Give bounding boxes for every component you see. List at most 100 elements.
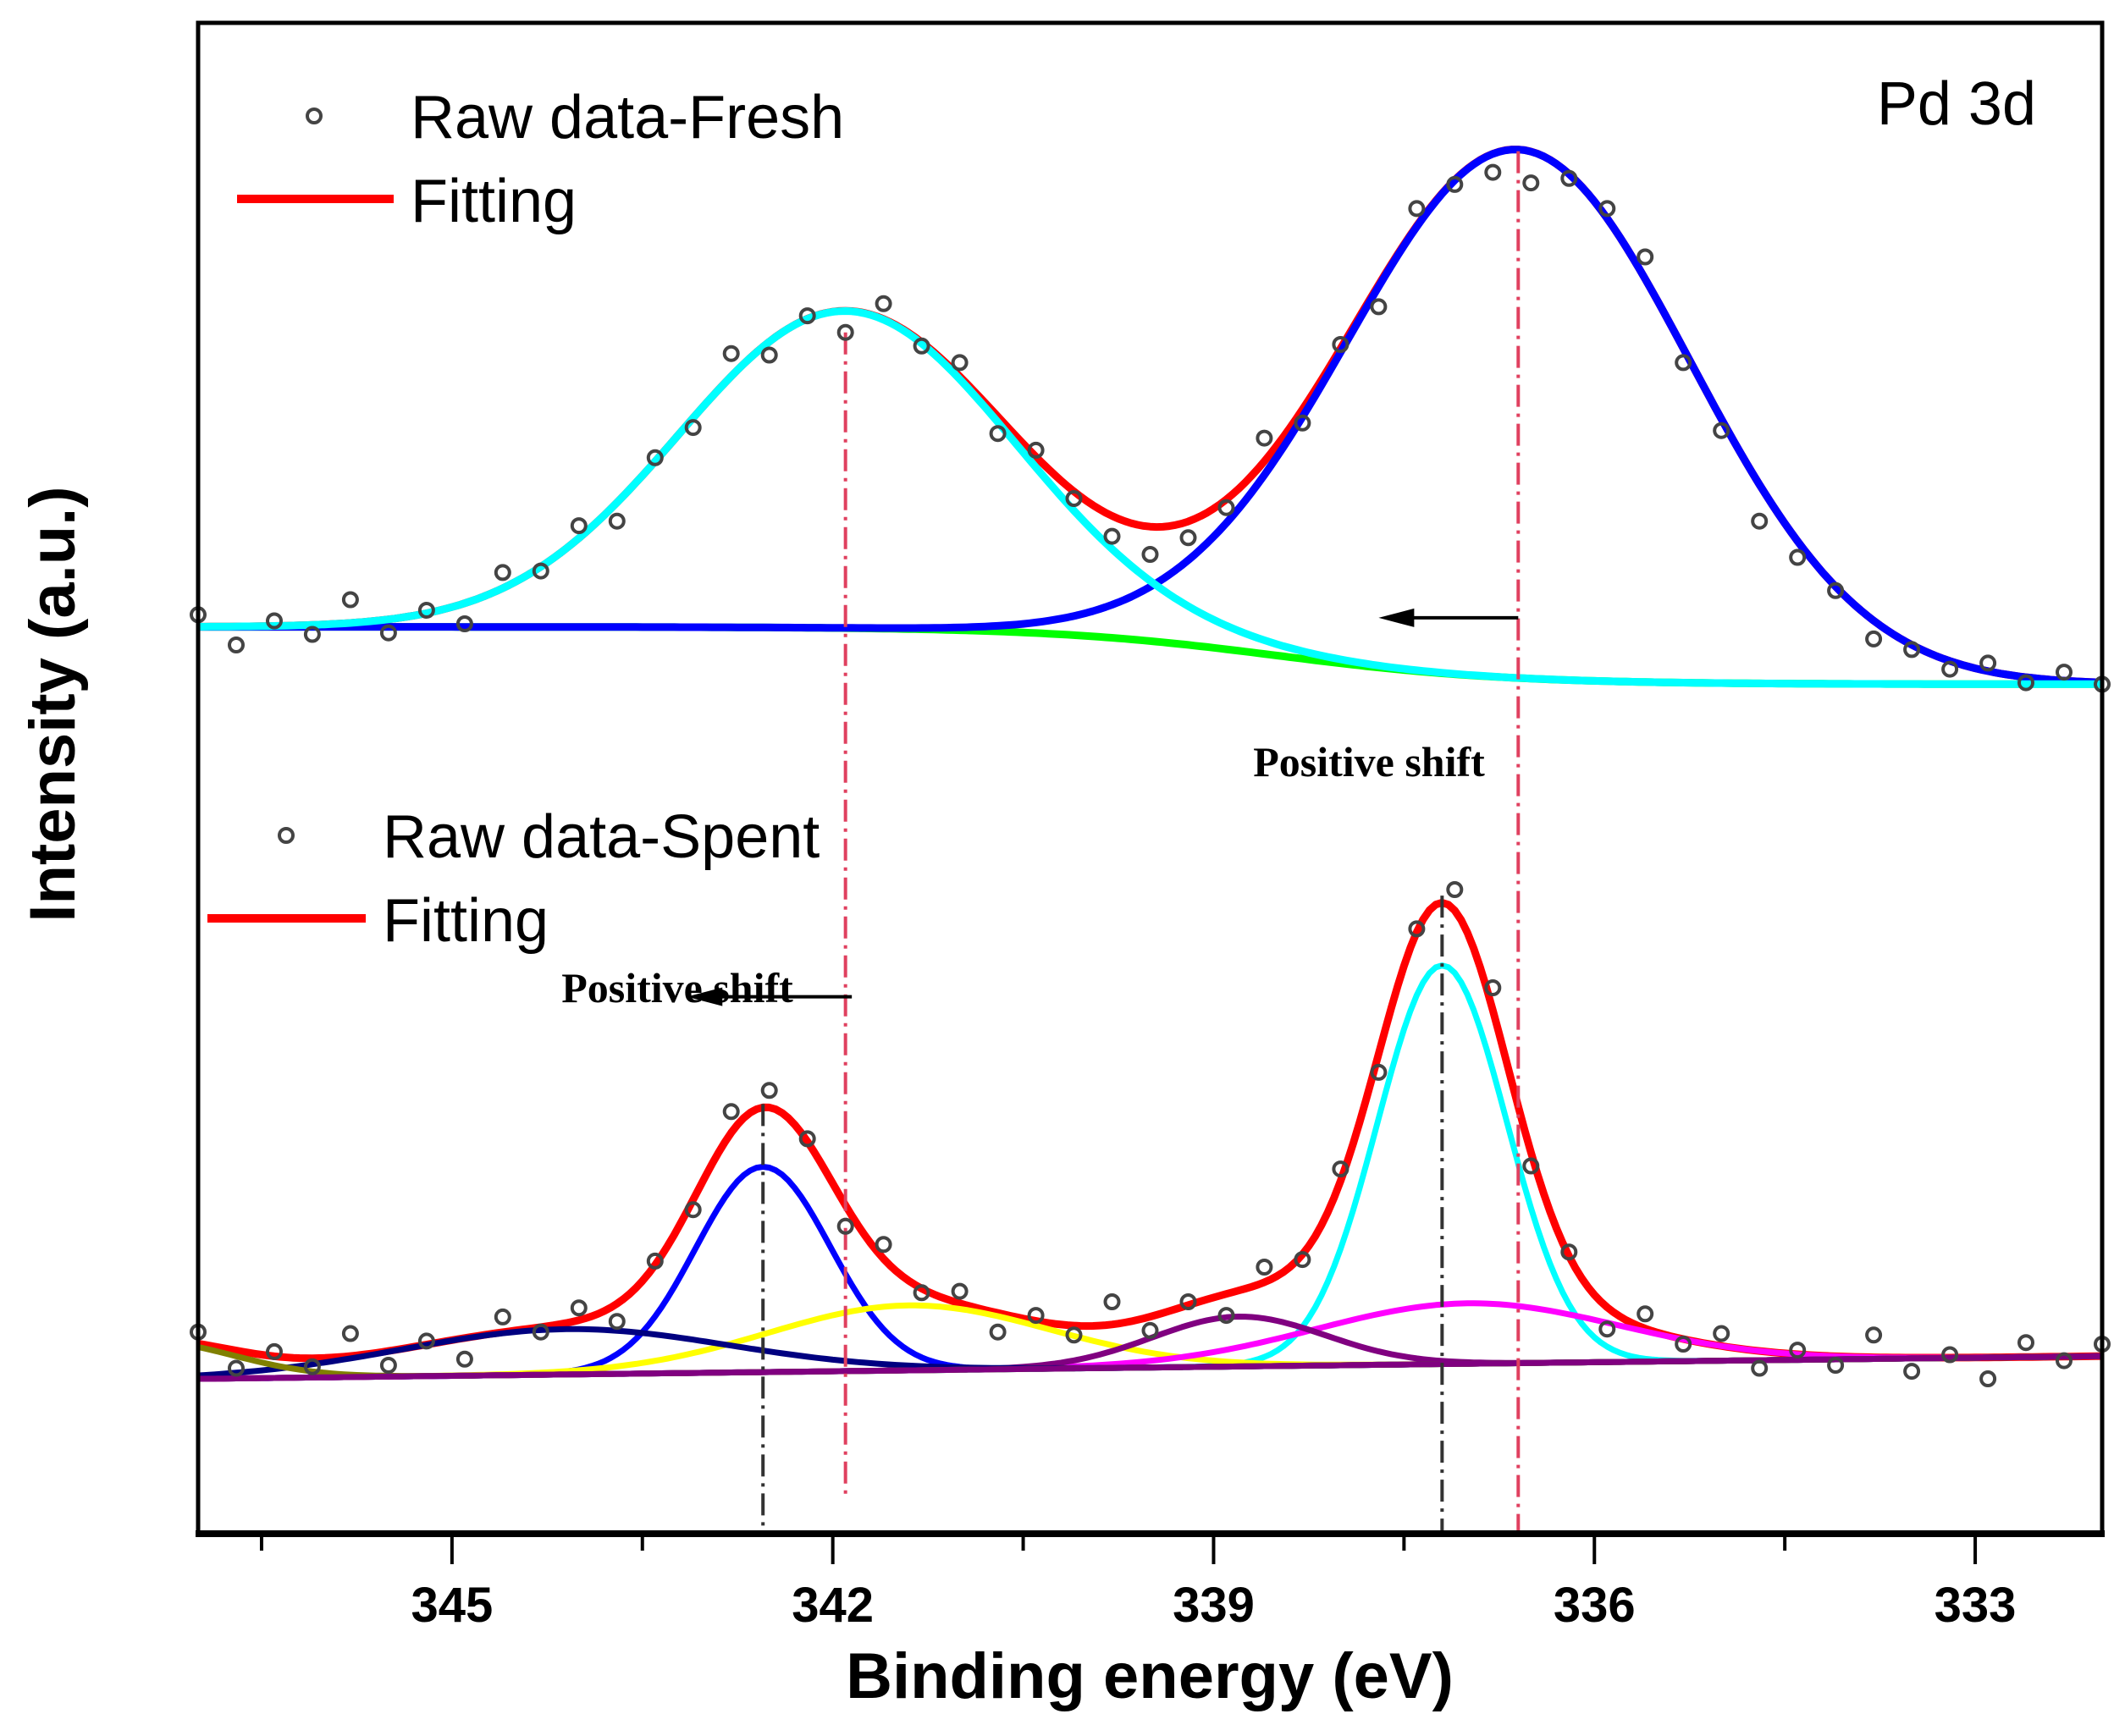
spent-raw-point (1598, 1320, 1616, 1338)
spent-fit-curve (197, 899, 2102, 1363)
fresh-raw-point (913, 337, 930, 355)
fresh-raw-point (303, 626, 321, 643)
fresh-raw-point (1979, 654, 1997, 672)
spent-raw-point (875, 1236, 892, 1254)
fresh-raw-point (684, 419, 702, 437)
spent-raw-point (760, 1082, 778, 1099)
x-tick-label: 342 (792, 1578, 874, 1633)
spent-raw-point (417, 1332, 435, 1350)
spent-raw-point (1522, 1157, 1540, 1175)
spent-raw-point (1103, 1293, 1121, 1310)
fresh-component-0 (198, 146, 2103, 686)
fresh-raw-point (1789, 548, 1807, 566)
spent-raw-point (1675, 1336, 1692, 1353)
fresh-raw-point (1141, 546, 1159, 563)
spent-raw-point (1789, 1342, 1807, 1359)
x-tick-label: 333 (1935, 1578, 2017, 1633)
shift-arrow-head-0 (1378, 608, 1415, 627)
legend-fresh: Raw data-Fresh Fitting (237, 84, 844, 235)
spent-raw-point (494, 1308, 511, 1325)
fresh-raw-point (417, 602, 435, 619)
spent-raw-point (1217, 1307, 1235, 1325)
fresh-raw-point (1484, 163, 1502, 181)
spent-raw-point (1294, 1251, 1311, 1269)
spent-component-1 (197, 1164, 2103, 1382)
fresh-raw-point (570, 517, 588, 535)
fresh-component-1 (198, 307, 2102, 688)
fresh-raw-point (1332, 336, 1350, 353)
spent-raw-point (1560, 1243, 1578, 1261)
spent-raw-point (1903, 1363, 1921, 1381)
fresh-raw-point (1827, 581, 1845, 599)
spent-raw-point (1027, 1307, 1045, 1325)
fresh-raw-point (1751, 512, 1769, 530)
fresh-raw-point (1179, 529, 1197, 547)
y-axis-title: Intensity (a.u.) (17, 486, 89, 922)
fresh-raw-point (1560, 169, 1578, 187)
plot-frame (196, 20, 2105, 1535)
raw-points-layer (190, 163, 2111, 1387)
spent-raw-point (722, 1103, 740, 1121)
spent-raw-point (1865, 1326, 1883, 1344)
legend-raw-marker-spent (278, 827, 295, 844)
spent-raw-point (951, 1282, 969, 1300)
spent-raw-point (532, 1323, 549, 1341)
x-tick-label: 345 (411, 1578, 493, 1633)
fresh-raw-point (532, 562, 549, 580)
spent-raw-point (1827, 1357, 1845, 1374)
spent-raw-point (2056, 1352, 2073, 1370)
spent-raw-point (379, 1357, 397, 1374)
fresh-raw-point (341, 591, 359, 609)
fresh-raw-point (2017, 674, 2034, 692)
spent-raw-point (1446, 881, 1464, 898)
x-axis-title: Binding energy (eV) (846, 1640, 1454, 1712)
spent-raw-point (1941, 1346, 1959, 1364)
fresh-background-curve (198, 623, 2102, 688)
spent-raw-point (1065, 1326, 1083, 1344)
fresh-raw-point (1903, 641, 1921, 659)
spent-raw-point (1256, 1259, 1273, 1276)
fresh-raw-point (1598, 200, 1616, 218)
fresh-raw-point (1675, 354, 1692, 372)
spent-raw-point (1751, 1359, 1769, 1377)
spent-raw-point (455, 1350, 473, 1368)
legend-raw-label-spent: Raw data-Spent (383, 803, 820, 871)
panel-title: Pd 3d (1877, 70, 2036, 138)
shift-arrow-head-1 (687, 987, 723, 1006)
spent-raw-point (913, 1284, 930, 1302)
spent-raw-point (1332, 1160, 1350, 1178)
fresh-raw-point (1865, 630, 1883, 648)
annotation-shift-3d3: Positive shift (561, 964, 793, 1011)
legend-fit-label-fresh: Fitting (411, 168, 577, 235)
fresh-raw-point (836, 323, 854, 341)
fresh-raw-point (455, 615, 473, 632)
spent-raw-point (798, 1130, 816, 1148)
spent-raw-point (646, 1252, 664, 1270)
spent-raw-point (989, 1323, 1007, 1341)
fresh-raw-point (2056, 664, 2073, 681)
fresh-raw-point (1294, 414, 1311, 432)
fresh-raw-point (494, 564, 511, 581)
fresh-raw-point (608, 512, 626, 530)
annotation-shift-3d5: Positive shift (1253, 738, 1485, 785)
fresh-raw-point (989, 425, 1007, 443)
legend-raw-label-fresh: Raw data-Fresh (411, 84, 844, 152)
spent-raw-point (836, 1217, 854, 1235)
spent-raw-point (570, 1299, 588, 1317)
fresh-raw-point (1941, 660, 1959, 678)
spent-raw-point (608, 1313, 626, 1331)
spent-raw-point (684, 1201, 702, 1219)
fresh-raw-point (1637, 248, 1654, 266)
x-ticks: 345 342 339 336 333 (259, 1534, 2017, 1633)
fresh-raw-point (1370, 298, 1388, 316)
spent-raw-point (1179, 1293, 1197, 1310)
legend-spent: Raw data-Spent Fitting (207, 803, 820, 955)
fresh-raw-point (1446, 175, 1464, 193)
spent-raw-point (1141, 1321, 1159, 1339)
fresh-raw-point (875, 295, 892, 312)
spent-baseline-curve (197, 1353, 2103, 1382)
fresh-raw-point (722, 344, 740, 362)
fresh-raw-point (1217, 499, 1235, 516)
spent-raw-point (1370, 1063, 1388, 1081)
